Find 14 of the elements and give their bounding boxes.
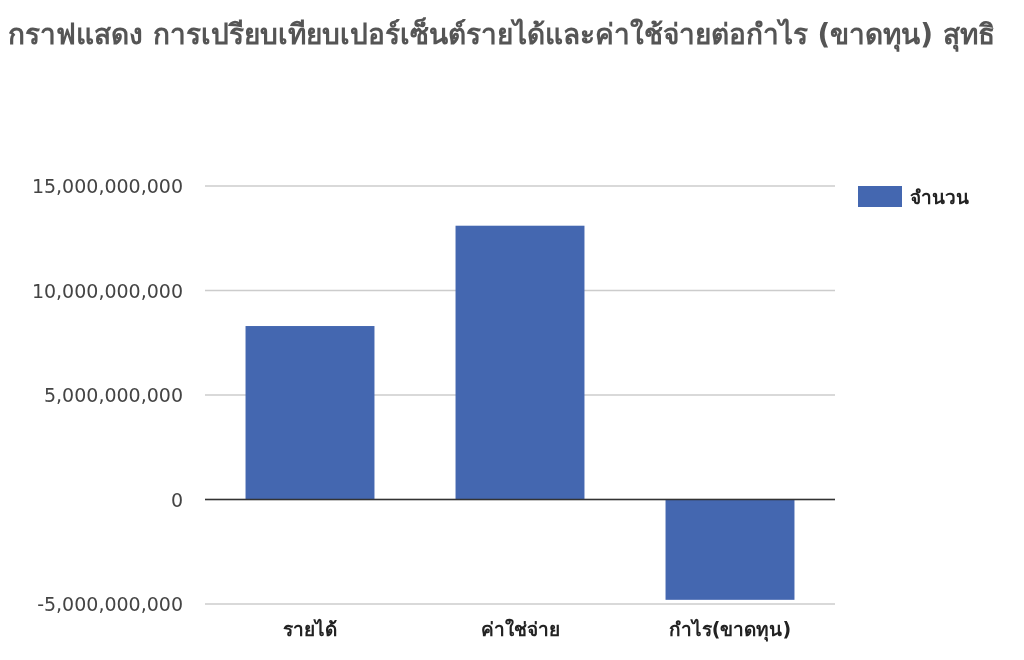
legend-label: จำนวน: [910, 186, 969, 208]
y-tick-label: 5,000,000,000: [43, 384, 183, 406]
chart-title: กราฟแสดง การเปรียบเทียบเปอร์เซ็นต์รายได้และค่าใช้จ่ายต่อกำไร (ขาดทุน) สุทธิ: [8, 17, 995, 52]
y-tick-label: -5,000,000,000: [37, 593, 183, 615]
bar: [455, 225, 585, 500]
legend: จำนวน: [858, 186, 969, 208]
y-tick-label: 15,000,000,000: [31, 175, 183, 197]
bar: [245, 326, 375, 500]
x-tick-label: ค่าใช่จ่าย: [480, 618, 560, 640]
y-tick-label: 0: [170, 488, 183, 511]
x-tick-label: รายได้: [283, 618, 337, 640]
x-tick-label: กำไร(ขาดทุน): [668, 618, 792, 642]
y-tick-label: 10,000,000,000: [31, 279, 183, 302]
bar: [665, 499, 795, 600]
